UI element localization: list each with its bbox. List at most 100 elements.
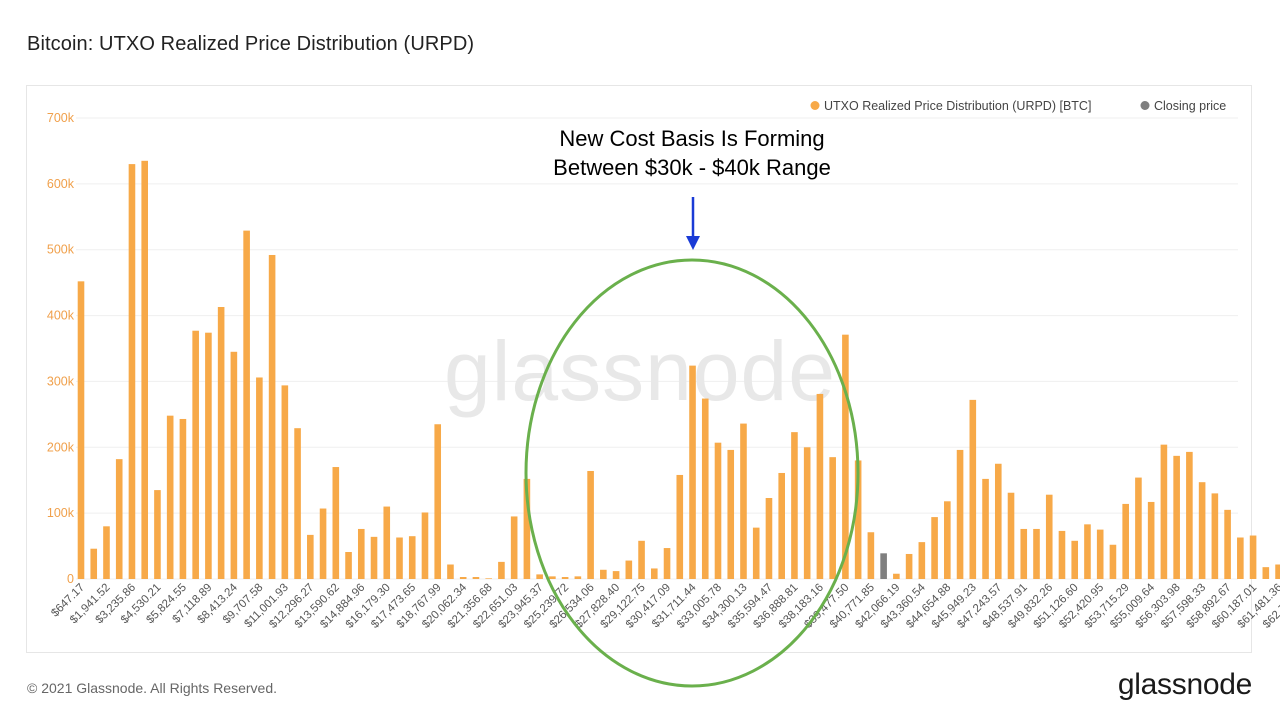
data-bar [1122,503,1129,579]
legend-label-urpd: UTXO Realized Price Distribution (URPD) … [824,99,1091,113]
annotation-line-2: Between $30k - $40k Range [553,155,831,180]
data-bar [396,537,403,579]
annotation-line-1: New Cost Basis Is Forming [559,126,824,151]
data-bar [230,351,238,579]
data-bar [1020,528,1028,579]
data-bar [1071,540,1079,579]
data-bar [638,540,645,579]
data-bar [982,478,989,579]
y-tick-label: 500k [47,243,75,257]
data-bar [1045,494,1053,579]
data-bar [370,536,378,579]
data-bar [1109,544,1117,579]
annotation-ellipse [524,258,860,688]
data-bar [103,526,110,579]
y-tick-label: 200k [47,440,75,454]
data-bar [1173,455,1180,579]
data-bar [612,571,620,579]
data-bar [740,423,747,579]
data-bar [574,576,582,579]
legend-marker-closing [1140,101,1150,110]
y-tick-label: 300k [47,374,75,388]
data-bar [587,470,594,579]
data-bar [701,398,709,579]
data-bar [727,449,735,579]
annotation-arrow-head [686,236,700,250]
data-bar [357,528,365,579]
data-bar [166,415,174,579]
data-bar [651,568,658,579]
data-bar [1198,482,1206,579]
data-bar [128,164,136,579]
data-bar [1096,529,1104,579]
data-bar [867,532,875,579]
data-bar [944,501,951,579]
data-bar [1147,501,1155,579]
data-bar [1033,528,1040,579]
data-bar [663,548,671,579]
data-bar [510,516,518,579]
data-bar [408,536,416,579]
data-bar [1084,524,1091,579]
data-bar [307,534,314,579]
data-bar [294,428,301,579]
data-bar [447,564,454,579]
data-bar [969,399,977,579]
data-bar [829,457,836,579]
data-bar [816,393,824,579]
data-bar [115,459,123,579]
data-bar [90,548,98,579]
data-bar [256,377,263,579]
legend-label-closing: Closing price [1154,99,1226,113]
data-bar [1275,564,1280,579]
data-bar [905,553,913,579]
data-bar [956,449,964,579]
data-bar [689,365,696,579]
data-bar [1249,535,1257,579]
data-bar [714,442,722,579]
page-title: Bitcoin: UTXO Realized Price Distributio… [27,33,475,55]
data-bar [268,254,276,580]
y-tick-label: 100k [47,506,75,520]
y-tick-label: 600k [47,177,75,191]
legend-marker-urpd [810,101,820,110]
data-bar [778,472,785,579]
data-bar [243,230,250,579]
data-bar [498,561,505,579]
data-bar [1211,493,1219,579]
data-bar [319,508,327,579]
data-bar [217,307,225,579]
data-bar [803,447,811,579]
data-bar [1135,477,1142,579]
copyright-text: © 2021 Glassnode. All Rights Reserved. [27,680,278,696]
data-bar [893,573,900,579]
data-bar [383,506,391,579]
data-bar [1237,537,1244,579]
data-bar [192,330,199,579]
data-bar [676,474,684,579]
data-bar [918,542,926,579]
data-bar [994,463,1002,579]
data-bar [205,332,212,579]
data-bar [332,467,340,579]
data-bar [179,418,187,579]
data-bar [345,552,352,579]
data-bar [1160,444,1168,579]
data-bar [561,577,569,579]
data-bar [1058,530,1066,579]
data-bar [536,574,543,579]
data-bar [1224,509,1231,579]
data-bar [141,160,148,579]
data-bar [421,512,429,579]
closing-price-bar [880,553,887,579]
data-bar [1186,451,1193,579]
data-bar [281,385,289,579]
data-bar [600,569,607,579]
data-bar [1007,492,1015,579]
glassnode-logo: glassnode [1117,668,1252,701]
data-bar [842,334,849,579]
data-bar [625,560,633,579]
data-bar [931,517,938,579]
data-bar [765,498,773,579]
